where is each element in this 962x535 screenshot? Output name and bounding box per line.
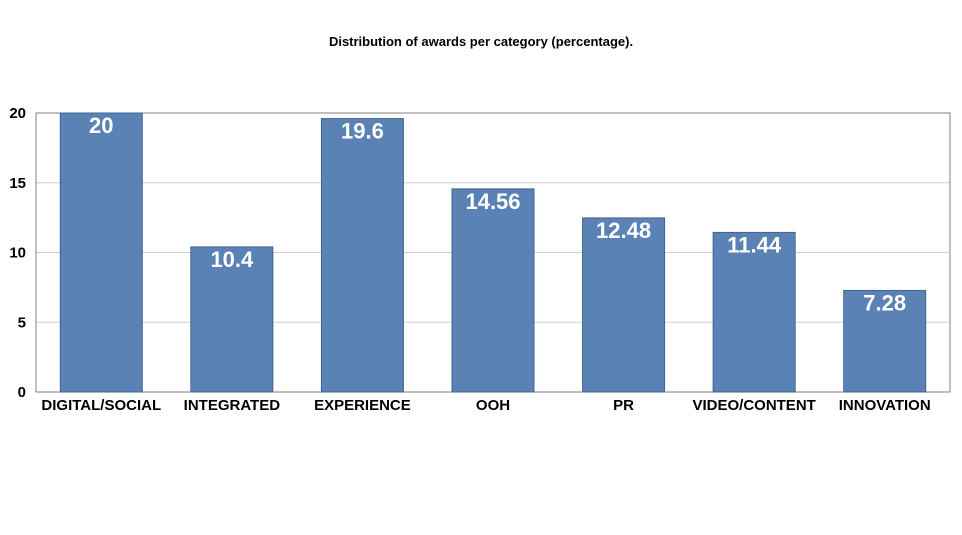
bar-data-label: 12.48 [596, 218, 651, 243]
bar-data-label: 7.28 [863, 290, 906, 315]
bar [843, 289, 927, 393]
y-tick-label: 5 [18, 314, 26, 331]
bar [712, 231, 796, 393]
x-category-label: INTEGRATED [184, 397, 281, 414]
x-category-label: OOH [476, 397, 510, 414]
y-tick-label: 15 [9, 175, 26, 192]
x-category-label: DIGITAL/SOCIAL [41, 397, 161, 414]
bar [320, 118, 404, 393]
x-category-label: VIDEO/CONTENT [692, 397, 815, 414]
y-tick-label: 0 [18, 384, 26, 401]
x-category-label: EXPERIENCE [314, 397, 411, 414]
bars: 20 10.4 19.6 14.56 12.48 11.44 7.28 [59, 112, 927, 393]
y-axis-tick-labels: 0 5 10 15 20 [9, 105, 26, 401]
x-category-label: INNOVATION [839, 397, 931, 414]
bar [451, 188, 535, 393]
y-tick-label: 10 [9, 245, 26, 262]
bar-data-label: 19.6 [341, 119, 384, 144]
bar-data-label: 20 [89, 113, 113, 138]
bar [59, 112, 143, 393]
y-tick-label: 20 [9, 105, 26, 122]
bar-data-label: 14.56 [465, 189, 520, 214]
x-axis-category-labels: DIGITAL/SOCIAL INTEGRATED EXPERIENCE OOH PR V… [41, 397, 930, 414]
bar-data-label: 10.4 [210, 247, 254, 272]
bar-data-label: 11.44 [727, 232, 782, 257]
bar [582, 217, 666, 393]
chart-title: Distribution of awards per category (per… [328, 34, 634, 49]
x-category-label: PR [613, 397, 634, 414]
bar [190, 246, 274, 393]
